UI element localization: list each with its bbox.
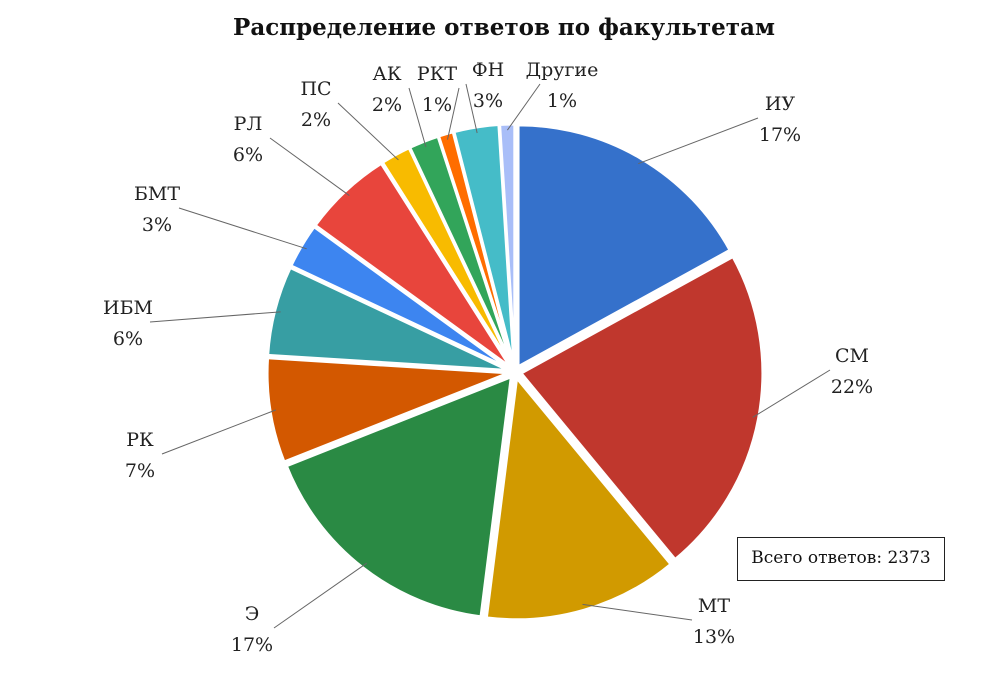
slice-label: СМ xyxy=(835,345,869,367)
pie-slice-4 xyxy=(265,356,510,464)
leader-line xyxy=(408,87,427,148)
slice-label: БМТ xyxy=(134,183,180,205)
leader-line xyxy=(161,409,277,455)
leader-line xyxy=(269,137,350,196)
slice-label: ПС xyxy=(300,78,331,100)
slice-percent: 1% xyxy=(422,94,452,116)
slice-percent: 6% xyxy=(113,328,143,350)
slice-percent: 13% xyxy=(693,626,735,648)
slice-percent: 6% xyxy=(233,144,263,166)
slice-label: РК xyxy=(126,429,154,451)
pie-slice-3 xyxy=(284,374,514,619)
leader-line xyxy=(506,83,541,131)
pie-slice-1 xyxy=(518,254,765,562)
leader-line xyxy=(638,117,759,165)
pie-slice-12 xyxy=(498,122,517,367)
pie-slice-2 xyxy=(484,374,674,622)
leader-line xyxy=(446,87,460,140)
slice-percent: 22% xyxy=(831,376,873,398)
leader-line xyxy=(273,562,367,629)
slice-percent: 17% xyxy=(231,634,273,656)
pie-slice-7 xyxy=(313,161,513,369)
slice-label: ФН xyxy=(472,59,504,81)
slice-label: АК xyxy=(372,63,401,85)
slice-percent: 2% xyxy=(301,109,331,131)
slice-label: Другие xyxy=(526,59,599,81)
chart-title: Распределение ответов по факультетам xyxy=(233,14,775,41)
slice-percent: 2% xyxy=(372,94,402,116)
slice-percent: 3% xyxy=(142,214,172,236)
pie-slice-6 xyxy=(288,224,511,371)
leader-line xyxy=(178,207,307,250)
slice-label: МТ xyxy=(698,595,730,617)
pie-slice-0 xyxy=(516,123,733,370)
slice-label: Э xyxy=(245,603,260,625)
slice-label: ИБМ xyxy=(103,297,153,319)
leader-line xyxy=(752,369,831,418)
leader-line xyxy=(465,83,478,134)
slice-percent: 17% xyxy=(759,124,801,146)
leader-line xyxy=(337,102,399,161)
slice-label: РКТ xyxy=(417,63,457,85)
slice-percent: 1% xyxy=(547,90,577,112)
slice-percent: 7% xyxy=(125,460,155,482)
slice-label: РЛ xyxy=(234,113,263,135)
total-responses-box: Всего ответов: 2373 xyxy=(737,537,945,581)
leader-line xyxy=(582,603,693,621)
pie-slice-5 xyxy=(266,265,510,373)
slice-label: ИУ xyxy=(765,93,796,115)
leader-line xyxy=(149,311,281,323)
slice-percent: 3% xyxy=(473,90,503,112)
